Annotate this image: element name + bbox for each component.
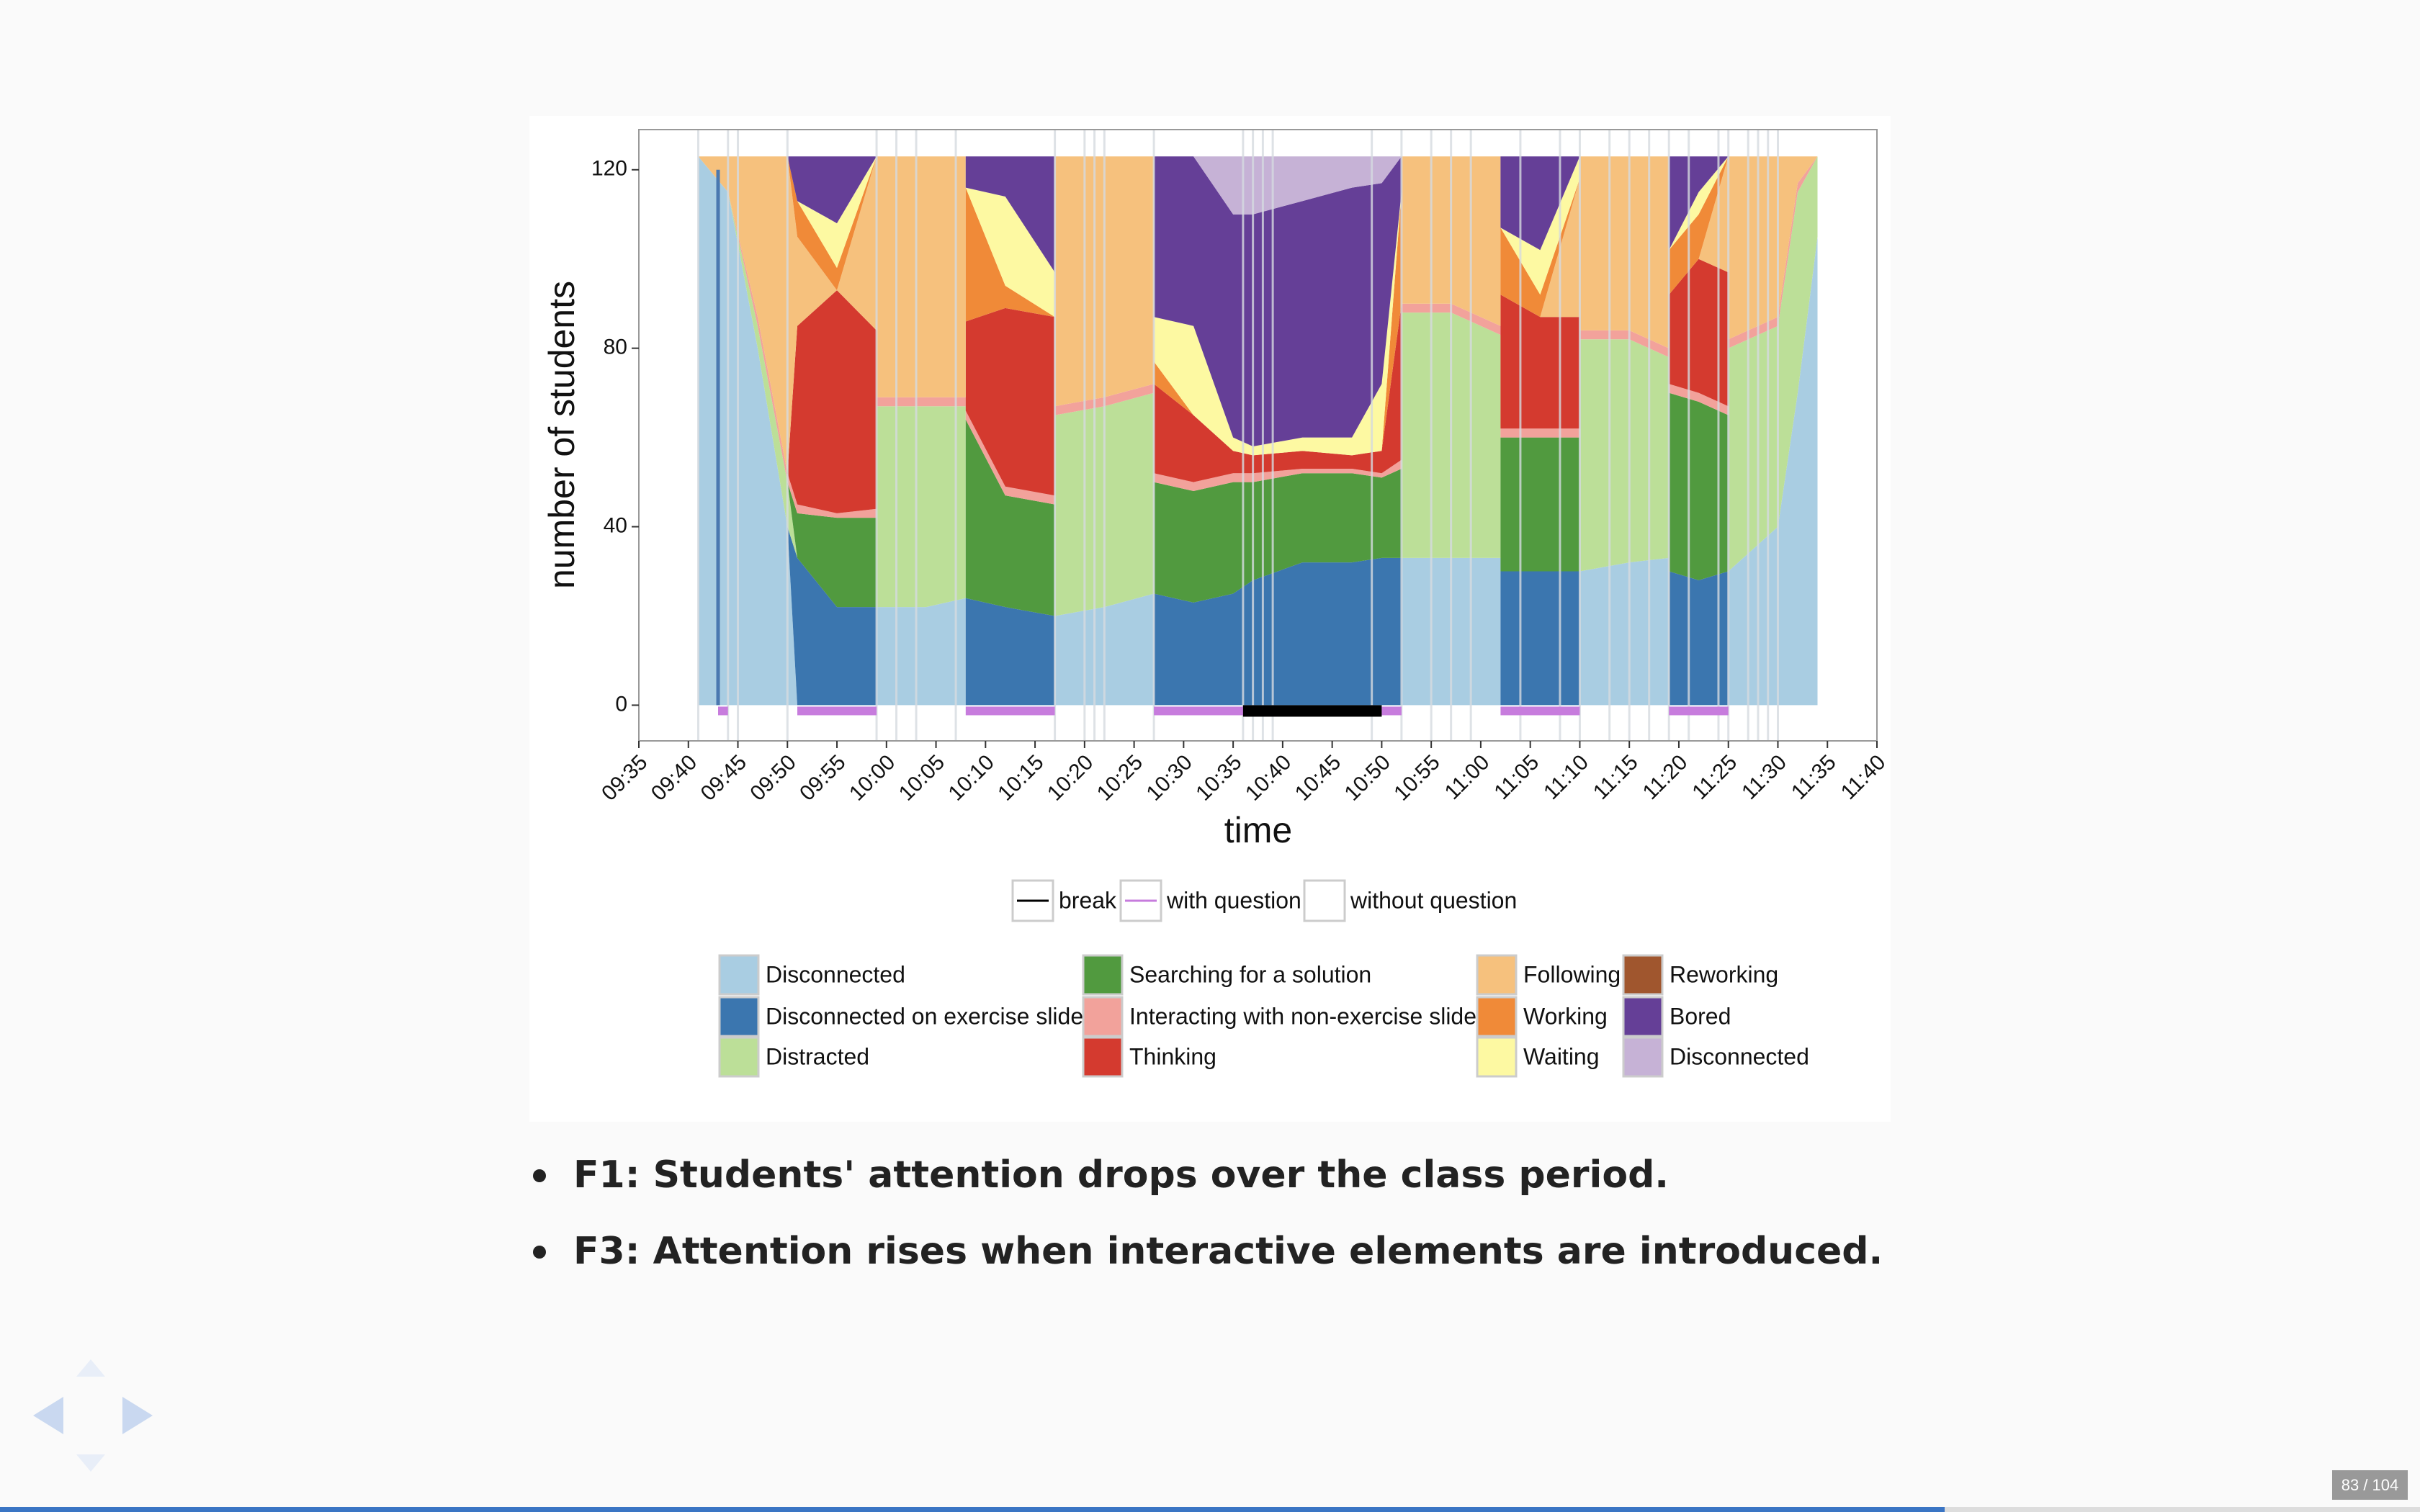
legend-label: without question xyxy=(1350,887,1517,913)
legend-key xyxy=(1082,954,1124,996)
x-tick-label: 11:30 xyxy=(1737,750,1791,804)
x-tick-label: 09:35 xyxy=(597,750,652,805)
stacked-area xyxy=(698,156,1818,215)
legend-key xyxy=(1082,996,1124,1038)
bullet-list: F1: Students' attention drops over the c… xyxy=(533,1145,1883,1297)
x-tick-label: 11:05 xyxy=(1489,750,1543,804)
legend-label: Bored xyxy=(1670,1003,1731,1029)
x-tick-label: 10:00 xyxy=(845,750,900,805)
question-period xyxy=(1381,706,1402,716)
stacked-area xyxy=(698,156,1818,456)
bullet: F1: Students' attention drops over the c… xyxy=(533,1145,1883,1221)
stacked-area xyxy=(698,156,1818,616)
x-tick-label: 09:45 xyxy=(696,750,751,805)
x-tick-label: 11:00 xyxy=(1440,750,1494,804)
x-axis-title: time xyxy=(1224,810,1292,850)
legend-key xyxy=(1476,954,1518,996)
question-period xyxy=(797,706,877,716)
legend-label: Working xyxy=(1523,1003,1608,1029)
stacked-area xyxy=(698,156,1818,513)
legend-label: break xyxy=(1059,887,1117,913)
break-period xyxy=(1242,705,1382,717)
x-tick-label: 10:10 xyxy=(944,750,998,805)
progress-bar xyxy=(0,1507,2420,1512)
x-tick-label: 09:50 xyxy=(745,750,800,805)
x-tick-label: 11:10 xyxy=(1539,750,1593,804)
x-tick-label: 10:50 xyxy=(1340,750,1395,805)
x-tick-label: 10:25 xyxy=(1093,750,1147,805)
legend-label: Disconnected xyxy=(766,961,905,987)
legend-key xyxy=(718,1036,760,1078)
legend-key xyxy=(1476,996,1518,1038)
nav-down[interactable] xyxy=(76,1454,105,1472)
stacked-area xyxy=(698,156,1818,456)
stacked-area xyxy=(698,156,1818,474)
legend-key xyxy=(1622,954,1664,996)
progress-fill xyxy=(0,1507,1945,1512)
legend-label: Disconnected xyxy=(1670,1043,1809,1069)
question-period xyxy=(1669,706,1729,716)
legend-key xyxy=(1622,996,1664,1038)
x-tick-label: 10:20 xyxy=(1043,750,1098,805)
stacked-area xyxy=(698,156,1818,446)
question-period xyxy=(718,706,728,716)
stacked-area xyxy=(698,156,1818,616)
question-period xyxy=(1500,706,1580,716)
legend-key xyxy=(718,954,760,996)
legend-label: Following xyxy=(1523,961,1621,987)
x-tick-label: 10:45 xyxy=(1291,750,1345,805)
legend-key xyxy=(718,996,760,1038)
x-tick-label: 11:40 xyxy=(1837,750,1891,804)
x-tick-label: 09:55 xyxy=(795,750,850,805)
nav-right[interactable] xyxy=(122,1397,153,1434)
slide-counter: 83 / 104 xyxy=(2332,1470,2408,1500)
legend-label: Interacting with non-exercise slide xyxy=(1129,1003,1476,1029)
navigation-controls xyxy=(33,1359,153,1472)
stacked-area xyxy=(698,156,1818,706)
nav-left[interactable] xyxy=(33,1397,63,1434)
x-tick-label: 11:25 xyxy=(1688,750,1742,804)
bullet: F3: Attention rises when interactive ele… xyxy=(533,1221,1883,1297)
legend-label: Reworking xyxy=(1670,961,1778,987)
x-tick-label: 11:15 xyxy=(1589,750,1643,804)
x-tick-label: 10:30 xyxy=(1142,750,1196,805)
plot-border xyxy=(638,129,1878,742)
x-tick-label: 10:35 xyxy=(1191,750,1246,805)
y-tick-label: 120 xyxy=(591,157,627,181)
legend-label: Thinking xyxy=(1129,1043,1216,1069)
legend-label: with question xyxy=(1166,887,1301,913)
question-period xyxy=(965,706,1055,716)
x-tick-label: 11:20 xyxy=(1639,750,1693,804)
y-axis-title: number of students xyxy=(542,281,582,589)
legend-key xyxy=(1476,1036,1518,1078)
x-tick-label: 10:15 xyxy=(993,750,1048,805)
y-tick-label: 0 xyxy=(615,692,627,716)
legend-label: Distracted xyxy=(766,1043,869,1069)
x-tick-label: 10:05 xyxy=(895,750,949,805)
y-tick-label: 80 xyxy=(604,336,627,359)
x-tick-label: 11:35 xyxy=(1787,750,1841,804)
legend-key xyxy=(1082,1036,1124,1078)
stacked-area xyxy=(698,156,1818,518)
question-period xyxy=(1154,706,1243,716)
y-tick-label: 40 xyxy=(604,513,627,537)
legend-label: Waiting xyxy=(1523,1043,1600,1069)
nav-up[interactable] xyxy=(76,1359,105,1377)
chart: time number of students 0408012009:3509:… xyxy=(529,116,1891,1122)
legend-label: Disconnected on exercise slide xyxy=(766,1003,1083,1029)
x-tick-label: 10:55 xyxy=(1389,750,1444,805)
x-tick-label: 10:40 xyxy=(1241,750,1296,805)
x-tick-label: 09:40 xyxy=(647,750,702,805)
legend-label: Searching for a solution xyxy=(1129,961,1371,987)
legend-key xyxy=(1622,1036,1664,1078)
